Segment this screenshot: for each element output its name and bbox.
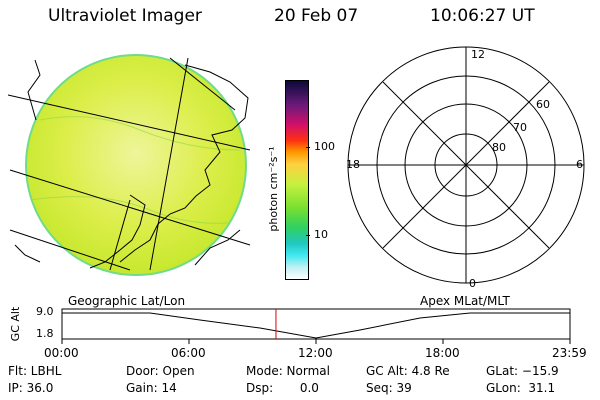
altitude-plot bbox=[61, 308, 571, 344]
instrument-title: Ultraviolet Imager bbox=[48, 6, 202, 26]
coastlines bbox=[14, 59, 249, 269]
colorbar-label-100: 100 bbox=[314, 140, 335, 153]
mlat-label-80: 80 bbox=[492, 141, 506, 154]
altitude-y-bottom: 1.8 bbox=[36, 327, 54, 340]
mlt-label-12: 12 bbox=[471, 48, 485, 61]
mlat-label-70: 70 bbox=[513, 121, 527, 134]
mlt-label-6: 6 bbox=[576, 158, 583, 171]
colorbar-tick-100 bbox=[306, 147, 310, 148]
date-label: 20 Feb 07 bbox=[274, 6, 359, 26]
gc-alt-status: GC Alt: 4.8 Re bbox=[366, 364, 450, 378]
time-tick-1800: 18:00 bbox=[425, 346, 460, 360]
mlt-label-18: 18 bbox=[346, 158, 360, 171]
altitude-y-top: 9.0 bbox=[36, 305, 54, 318]
lat-lon-grid bbox=[7, 57, 251, 271]
uv-image bbox=[7, 54, 251, 276]
image-caption: Geographic Lat/Lon bbox=[68, 294, 186, 308]
ip-status: IP: 36.0 bbox=[8, 381, 54, 395]
time-label: 10:06:27 UT bbox=[430, 6, 535, 26]
mlat-label-60: 60 bbox=[536, 98, 550, 111]
altitude-ylabel: GC Alt bbox=[9, 306, 22, 342]
glat-status: GLat: −15.9 bbox=[486, 364, 559, 378]
door-status: Door: Open bbox=[126, 364, 195, 378]
time-tick-0600: 06:00 bbox=[171, 346, 206, 360]
image-disk bbox=[25, 54, 247, 276]
altitude-curve bbox=[62, 312, 570, 339]
filter-status: Flt: LBHL bbox=[8, 364, 62, 378]
dsp-status: Dsp: 0.0 bbox=[246, 381, 319, 395]
seq-status: Seq: 39 bbox=[366, 381, 412, 395]
time-tick-2359: 23:59 bbox=[552, 346, 587, 360]
mode-status: Mode: Normal bbox=[246, 364, 330, 378]
polar-grid bbox=[347, 46, 585, 284]
color-scale-bar bbox=[285, 80, 309, 280]
mlt-label-0: 0 bbox=[469, 277, 476, 290]
polar-caption: Apex MLat/MLT bbox=[420, 294, 510, 308]
glon-status: GLon: 31.1 bbox=[486, 381, 556, 395]
time-tick-0000: 00:00 bbox=[44, 346, 79, 360]
time-tick-1200: 12:00 bbox=[298, 346, 333, 360]
colorbar-unit-label: photon cm⁻²s⁻¹ bbox=[267, 146, 280, 232]
colorbar-tick-10 bbox=[306, 235, 310, 236]
colorbar-label-10: 10 bbox=[314, 228, 328, 241]
gain-status: Gain: 14 bbox=[126, 381, 177, 395]
